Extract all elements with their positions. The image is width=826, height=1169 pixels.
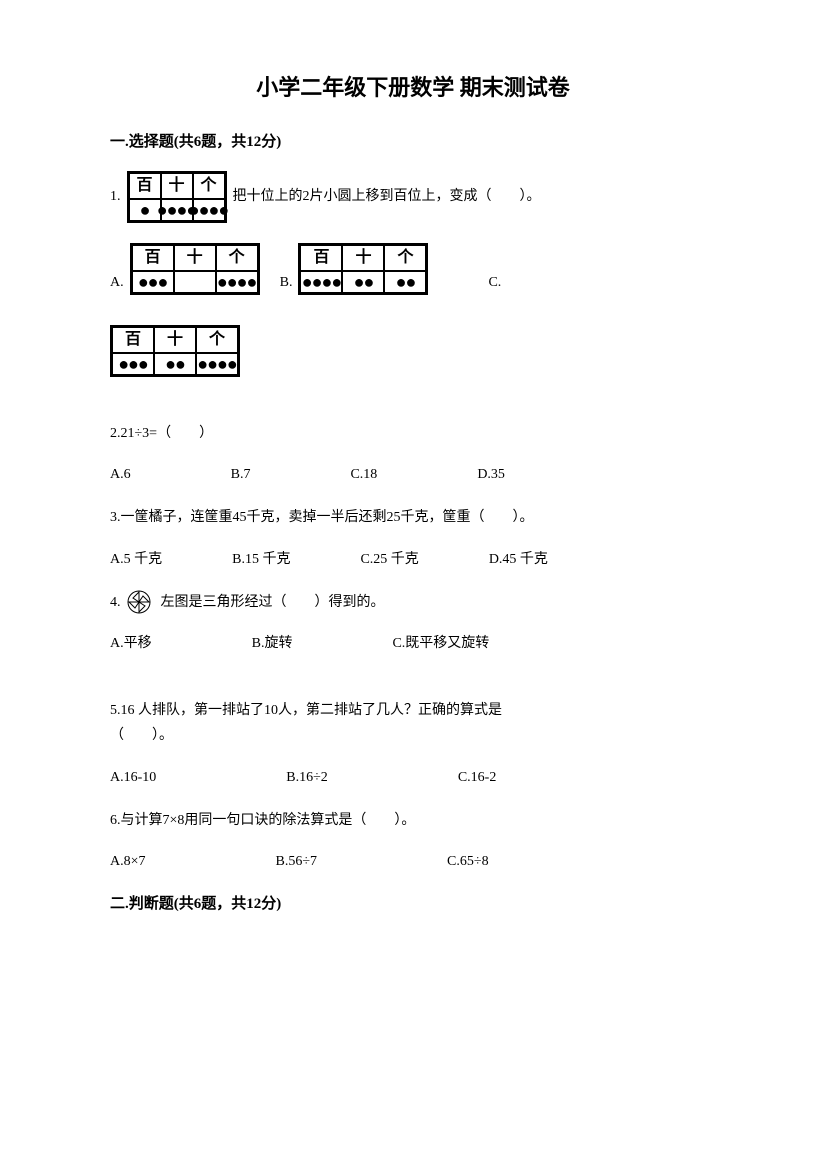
q5-text-line1: 5.16 人排队，第一排站了10人，第二排站了几人？正确的算式是 [110,698,716,723]
q1-text: 把十位上的2片小圆上移到百位上，变成（ ）。 [233,184,541,209]
section-2-header: 二.判断题(共6题，共12分) [110,892,716,913]
question-2: 2.21÷3=（ ） A.6 B.7 C.18 D.35 [110,421,716,487]
q4-option-c: C.既平移又旋转 [392,631,489,656]
q1-option-a: A. 百 十 个 ●●● ●●●● [110,243,260,295]
q6-option-b: B.56÷7 [276,849,318,874]
q5-option-b: B.16÷2 [286,765,328,790]
option-label: A. [110,270,124,295]
q1-option-c-label: C. [488,270,501,295]
q6-text: 6.与计算7×8用同一句口诀的除法算式是（ ）。 [110,808,716,833]
q5-option-a: A.16-10 [110,765,156,790]
place-header-cell: 百 [112,327,154,353]
dots-cell: ●●●● [193,199,225,221]
q4-number: 4. [110,590,121,615]
q5-option-c: C.16-2 [458,765,497,790]
place-header-cell: 个 [193,173,225,199]
pinwheel-icon [127,590,151,614]
dots-cell: ●●●● [196,353,238,375]
dots-cell: ●●●● [161,199,193,221]
q6-option-a: A.8×7 [110,849,146,874]
dots-cell: ●● [342,271,384,293]
place-header-cell: 十 [154,327,196,353]
q3-text: 3.一筐橘子，连筐重45千克，卖掉一半后还剩25千克，筐重（ ）。 [110,505,716,530]
option-label: B. [280,270,293,295]
question-4: 4. 左图是三角形经过（ ）得到的。 A.平移 B.旋转 C.既平移又旋转 [110,590,716,656]
dots-cell: ●●●● [300,271,342,293]
page-title: 小学二年级下册数学 期末测试卷 [110,70,716,102]
q2-option-a: A.6 [110,462,131,487]
question-5: 5.16 人排队，第一排站了10人，第二排站了几人？正确的算式是 （ ）。 A.… [110,698,716,790]
place-header-cell: 十 [161,173,193,199]
place-header-cell: 十 [342,245,384,271]
dots-cell: ●●●● [216,271,258,293]
q3-option-b: B.15 千克 [232,547,290,572]
dots-cell: ●●● [132,271,174,293]
q1-option-c-table: 百 十 个 ●●● ●● ●●●● [110,325,716,377]
place-header-cell: 个 [216,245,258,271]
q3-option-d: D.45 千克 [489,547,548,572]
q1-option-b: B. 百 十 个 ●●●● ●● ●● [280,243,429,295]
place-header-cell: 个 [196,327,238,353]
place-header-cell: 十 [174,245,216,271]
q2-option-d: D.35 [477,462,505,487]
place-header-cell: 百 [129,173,161,199]
q1-main-table: 百 十 个 ● ●●●● ●●●● [127,171,227,223]
dots-cell [174,271,216,293]
place-header-cell: 个 [384,245,426,271]
q3-option-c: C.25 千克 [360,547,418,572]
q2-option-b: B.7 [231,462,251,487]
question-6: 6.与计算7×8用同一句口诀的除法算式是（ ）。 A.8×7 B.56÷7 C.… [110,808,716,874]
q4-option-a: A.平移 [110,631,152,656]
place-header-cell: 百 [300,245,342,271]
question-3: 3.一筐橘子，连筐重45千克，卖掉一半后还剩25千克，筐重（ ）。 A.5 千克… [110,505,716,571]
q5-text-line2: （ ）。 [110,723,716,748]
place-header-cell: 百 [132,245,174,271]
q2-option-c: C.18 [350,462,377,487]
dots-cell: ●●● [112,353,154,375]
q6-option-c: C.65÷8 [447,849,489,874]
q4-text: 左图是三角形经过（ ）得到的。 [161,590,385,615]
q3-option-a: A.5 千克 [110,547,162,572]
q1-number: 1. [110,184,121,209]
question-1: 1. 百 十 个 ● ●●●● ●●●● 把十位上的2片小圆上移到百位上，变成（… [110,171,716,377]
section-1-header: 一.选择题(共6题，共12分) [110,130,716,151]
q4-option-b: B.旋转 [252,631,293,656]
dots-cell: ●● [154,353,196,375]
dots-cell: ● [129,199,161,221]
dots-cell: ●● [384,271,426,293]
q2-text: 2.21÷3=（ ） [110,421,716,446]
